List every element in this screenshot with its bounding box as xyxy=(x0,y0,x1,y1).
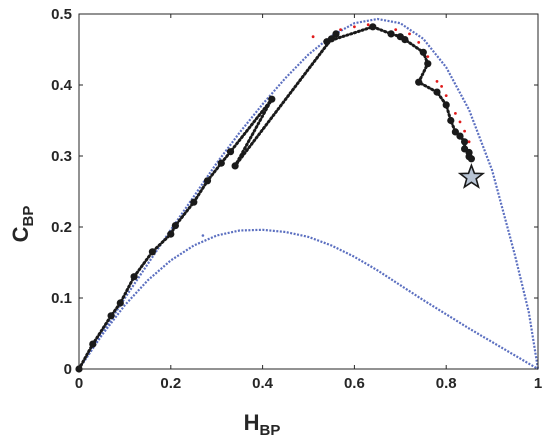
red-point xyxy=(467,140,471,144)
x-tick-label: 0 xyxy=(75,375,83,392)
trajectory-point xyxy=(467,155,475,163)
x-tick-label: 1 xyxy=(534,375,542,392)
red-point xyxy=(339,28,342,31)
y-axis-label: CBP xyxy=(8,206,37,243)
trajectory-point xyxy=(461,138,469,146)
y-tick-label: 0.4 xyxy=(51,77,73,94)
x-axis-label-sub: BP xyxy=(260,422,281,439)
stray-point xyxy=(201,234,205,237)
trajectory-point xyxy=(116,299,124,307)
red-point xyxy=(458,120,462,124)
trajectory-point xyxy=(332,30,340,38)
y-tick-label: 0.1 xyxy=(51,290,72,307)
trajectory-point xyxy=(107,312,115,320)
trajectory-point xyxy=(268,95,276,103)
trajectory-point xyxy=(387,30,395,38)
x-tick-label: 0.2 xyxy=(160,375,181,392)
red-point xyxy=(463,129,466,133)
trajectory-point xyxy=(323,38,331,46)
x-axis-label: HBP xyxy=(244,410,281,439)
trajectory-point xyxy=(231,162,239,170)
y-axis-label-sub: BP xyxy=(20,206,37,227)
bound-curve-lower xyxy=(78,228,539,370)
y-axis-ticks: 0 0.1 0.2 0.3 0.4 0.5 xyxy=(51,6,538,378)
trajectory-point xyxy=(217,159,225,167)
red-point xyxy=(435,80,439,83)
plot-frame xyxy=(78,13,539,370)
star-marker xyxy=(457,162,486,189)
red-points-series xyxy=(311,23,471,144)
y-tick-label: 0 xyxy=(64,361,72,378)
red-point xyxy=(417,41,421,44)
red-point xyxy=(426,55,430,58)
y-tick-label: 0.3 xyxy=(51,148,72,165)
red-point xyxy=(394,28,398,31)
x-axis-label-main: H xyxy=(244,410,260,435)
trajectory-point xyxy=(433,88,441,96)
y-axis-label-main: C xyxy=(8,226,33,242)
red-point xyxy=(366,23,370,27)
trajectory-point xyxy=(226,148,235,156)
special-markers xyxy=(201,162,486,237)
y-tick-label: 0.5 xyxy=(51,6,72,23)
trajectory-point xyxy=(424,60,432,68)
trajectory-point xyxy=(89,340,97,348)
trajectory-point xyxy=(190,198,198,206)
x-tick-label: 0.4 xyxy=(252,375,274,392)
trajectory-point xyxy=(442,101,450,109)
red-point xyxy=(454,112,457,115)
red-point xyxy=(311,35,315,39)
bound-curve-upper xyxy=(78,17,540,370)
trajectory-point xyxy=(456,132,464,140)
trajectory-point xyxy=(203,177,212,185)
trajectory-point xyxy=(148,248,156,256)
bounds-curves xyxy=(78,17,540,370)
trajectory-point xyxy=(130,273,138,281)
red-point xyxy=(408,32,411,36)
plot-area xyxy=(79,14,538,369)
trajectory-point xyxy=(447,116,455,125)
trajectory-point xyxy=(369,23,377,31)
y-tick-label: 0.2 xyxy=(51,219,72,236)
trajectory-point xyxy=(167,230,175,238)
red-point xyxy=(353,25,356,29)
trajectory-point xyxy=(451,128,459,136)
x-tick-label: 0.6 xyxy=(344,375,365,392)
trajectory-point xyxy=(171,222,179,230)
trajectory-point xyxy=(415,78,423,86)
trajectory-point xyxy=(401,36,409,44)
red-point xyxy=(440,85,443,88)
x-tick-label: 0.8 xyxy=(436,375,457,392)
trajectory-point xyxy=(419,48,427,56)
red-point xyxy=(444,94,448,97)
x-axis-ticks: 0 0.2 0.4 0.6 0.8 1 xyxy=(75,14,542,392)
